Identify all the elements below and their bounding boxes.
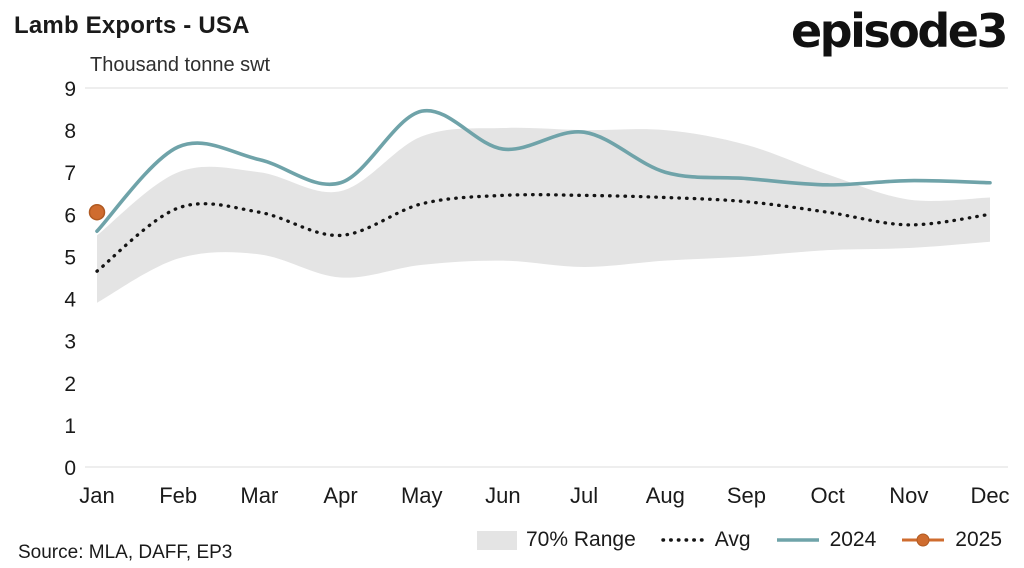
svg-text:1: 1 [64,415,76,438]
svg-text:Oct: Oct [811,483,845,508]
legend-item-2025: 2025 [900,528,1002,552]
legend-item-range: 70% Range [477,528,636,552]
legend-range-label: 70% Range [526,528,636,551]
svg-text:Apr: Apr [323,483,357,508]
svg-text:Sep: Sep [727,483,766,508]
avg-dotted-swatch-icon [661,538,705,542]
legend-item-2024: 2024 [775,528,877,552]
svg-text:3: 3 [64,331,76,354]
svg-text:4: 4 [64,289,76,312]
svg-text:Feb: Feb [159,483,197,508]
legend-avg-label: Avg [714,528,751,551]
chart-svg: 0 1 2 3 4 5 6 7 8 9 Jan Feb Mar Apr May Jun Jul Aug Sep Oct… [64,78,1009,508]
svg-text:May: May [401,483,443,508]
source-note: Source: MLA, DAFF, EP3 [18,542,233,563]
point-2025-swatch-icon [902,533,945,547]
legend-item-avg: Avg [660,528,751,552]
swatch-2025-dot [916,533,930,547]
chart-subtitle: Thousand tonne swt [90,54,271,76]
svg-text:5: 5 [64,246,76,269]
plot-area: 0 1 2 3 4 5 6 7 8 9 Jan Feb Mar Apr May Jun Jul Aug Sep Oct… [0,78,1024,520]
svg-text:8: 8 [64,120,76,143]
episode3-logo: episode3 [790,4,1009,58]
svg-text:Jul: Jul [570,483,598,508]
svg-text:0: 0 [64,457,76,480]
legend-2025-label: 2025 [955,528,1002,551]
svg-text:Dec: Dec [970,483,1009,508]
svg-text:6: 6 [64,204,76,227]
legend-2024-label: 2024 [829,528,877,551]
svg-text:Aug: Aug [646,483,685,508]
svg-text:9: 9 [64,80,76,101]
range-band-swatch-icon [477,530,517,550]
svg-text:7: 7 [64,162,76,185]
line-2024-swatch-icon [776,538,819,542]
svg-text:Nov: Nov [889,483,928,508]
chart-legend: 70% Range Avg 2024 2025 [477,528,1002,552]
chart-title: Lamb Exports - USA [14,12,250,39]
svg-text:Mar: Mar [240,483,278,508]
svg-text:2: 2 [64,373,76,396]
svg-text:Jun: Jun [485,483,520,508]
svg-text:Jan: Jan [79,483,114,508]
